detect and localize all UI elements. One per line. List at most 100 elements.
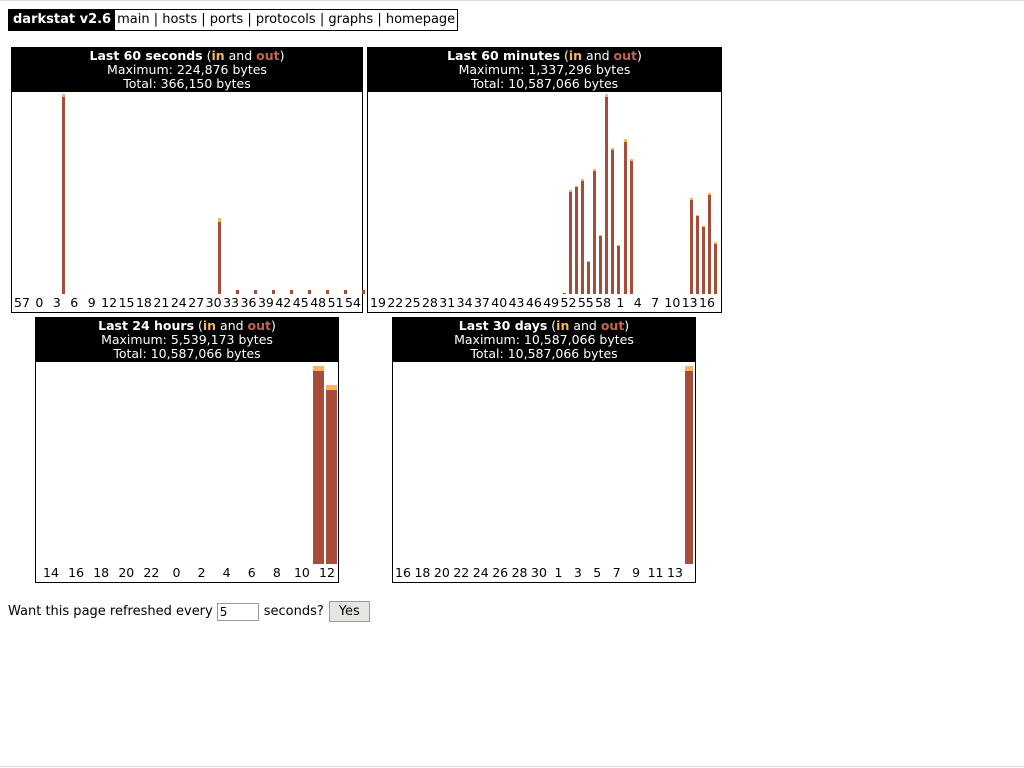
- legend-paren: (: [547, 318, 557, 333]
- bar-in-segment: [587, 261, 591, 262]
- bar-out-segment: [563, 293, 566, 294]
- bar-in-segment: [218, 218, 221, 222]
- bar-out-segment: [690, 200, 694, 294]
- graph-bar: [605, 94, 609, 294]
- x-tick-label: 9: [632, 565, 641, 580]
- graph-total: Total: 10,587,066 bytes: [470, 76, 619, 91]
- x-tick-label: 25: [404, 295, 421, 310]
- graph-plot: [12, 92, 365, 294]
- graph-maximum: Maximum: 5,539,173 bytes: [101, 332, 273, 347]
- bar-out-segment: [313, 371, 324, 564]
- x-tick-label: 52: [560, 295, 577, 310]
- x-tick-label: 28: [421, 295, 438, 310]
- x-tick-label: 48: [310, 295, 327, 310]
- x-tick-label: 7: [651, 295, 660, 310]
- legend-paren: ): [271, 318, 276, 333]
- x-tick-label: 27: [188, 295, 205, 310]
- x-tick-label: 28: [511, 565, 528, 580]
- graph-x-axis: 16 18 20 22 24 26 28 30 1 3 5 7 9 11 13: [393, 565, 695, 581]
- legend-and: and: [224, 48, 257, 63]
- legend-in: in: [556, 318, 570, 333]
- x-tick-label: 22: [143, 565, 160, 580]
- nav-link-protocols[interactable]: protocols: [255, 12, 316, 27]
- graph-title: Last 60 minutes: [447, 48, 561, 63]
- x-tick-label: 2: [197, 565, 206, 580]
- bar-in-segment: [623, 139, 627, 142]
- graph-bar: [690, 198, 694, 294]
- nav-link-homepage[interactable]: homepage: [385, 12, 456, 27]
- bar-out-segment: [254, 290, 257, 294]
- x-tick-label: 13: [667, 565, 683, 580]
- x-tick-label: 8: [272, 565, 281, 580]
- bar-out-segment: [605, 97, 609, 294]
- graph-bar: [563, 293, 566, 294]
- refresh-interval-input[interactable]: [216, 602, 259, 621]
- bar-in-segment: [599, 235, 603, 236]
- graph-bar: [362, 290, 365, 294]
- graph-last-24-hours: Last 24 hours (in and out) Maximum: 5,53…: [35, 317, 339, 583]
- x-tick-label: 1: [616, 295, 625, 310]
- bar-out-segment: [629, 161, 633, 294]
- bar-out-segment: [611, 150, 615, 294]
- graph-bar: [581, 179, 585, 294]
- refresh-yes-button[interactable]: Yes: [328, 601, 370, 622]
- nav-link-graphs[interactable]: graphs: [328, 12, 374, 27]
- x-tick-label: 46: [525, 295, 542, 310]
- bar-in-segment: [593, 169, 597, 171]
- legend-in: in: [568, 48, 583, 63]
- x-tick-label: 34: [456, 295, 473, 310]
- bar-in-segment: [696, 215, 700, 216]
- legend-paren: (: [194, 318, 203, 333]
- bar-in-segment: [611, 148, 615, 150]
- x-tick-label: 58: [595, 295, 612, 310]
- bar-out-segment: [362, 290, 365, 294]
- bar-out-segment: [290, 290, 293, 294]
- legend-and: and: [569, 318, 601, 333]
- nav-link-hosts[interactable]: hosts: [162, 12, 198, 27]
- x-tick-label: 26: [492, 565, 509, 580]
- x-tick-label: 22: [453, 565, 470, 580]
- bar-out-segment: [696, 216, 700, 294]
- graph-bar: [344, 290, 347, 294]
- nav-separator: |: [201, 12, 206, 27]
- legend-paren: (: [560, 48, 569, 63]
- nav-link-main[interactable]: main: [117, 12, 150, 27]
- nav-link-ports[interactable]: ports: [209, 12, 244, 27]
- bottom-divider: [0, 766, 1024, 767]
- x-tick-label: 16: [395, 565, 411, 580]
- x-tick-label: 5: [593, 565, 602, 580]
- app-title: darkstat v2.6: [9, 10, 116, 30]
- x-tick-label: 30: [531, 565, 547, 580]
- legend-out: out: [247, 318, 271, 333]
- legend-out: out: [600, 318, 625, 333]
- bar-out-segment: [685, 371, 693, 564]
- graph-header: Last 30 days (in and out) Maximum: 10,58…: [393, 318, 695, 362]
- graph-bar: [62, 94, 65, 294]
- legend-out: out: [256, 48, 280, 63]
- x-tick-label: 43: [508, 295, 525, 310]
- graph-header: Last 60 seconds (in and out) Maximum: 22…: [12, 48, 362, 92]
- x-tick-label: 40: [491, 295, 508, 310]
- legend-paren: (: [202, 48, 212, 63]
- graph-maximum: Maximum: 224,876 bytes: [107, 62, 267, 77]
- x-tick-label: 24: [170, 295, 187, 310]
- x-tick-label: 10: [664, 295, 681, 310]
- x-tick-label: 4: [633, 295, 642, 310]
- bar-out-segment: [708, 195, 712, 294]
- graph-header: Last 24 hours (in and out) Maximum: 5,53…: [36, 318, 338, 362]
- x-tick-label: 3: [573, 565, 582, 580]
- graph-last-60-seconds: Last 60 seconds (in and out) Maximum: 22…: [11, 47, 365, 313]
- refresh-form: Want this page refreshed every seconds? …: [8, 601, 370, 622]
- x-tick-label: 14: [43, 565, 59, 580]
- graph-bar: [617, 245, 621, 294]
- graph-bar: [702, 226, 706, 294]
- bar-in-segment: [575, 186, 579, 187]
- bar-out-segment: [218, 222, 221, 294]
- graph-bar: [326, 385, 337, 564]
- graph-title: Last 30 days: [458, 318, 548, 333]
- legend-in: in: [211, 48, 225, 63]
- x-tick-label: 18: [414, 565, 431, 580]
- graph-bar: [623, 139, 627, 294]
- x-tick-label: 4: [222, 565, 231, 580]
- x-tick-label: 18: [93, 565, 110, 580]
